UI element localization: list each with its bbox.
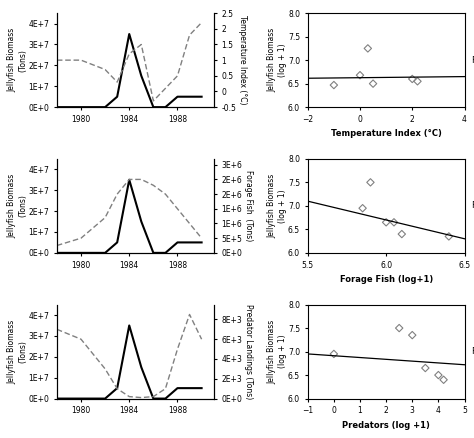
X-axis label: Temperature Index (°C): Temperature Index (°C) — [331, 129, 442, 138]
Point — [383, 219, 390, 226]
X-axis label: Predators (log +1): Predators (log +1) — [342, 421, 430, 430]
Y-axis label: Forage Fish  (Tons): Forage Fish (Tons) — [244, 170, 253, 241]
Point — [356, 72, 364, 79]
Y-axis label: Jellyfish Biomass
(Tons): Jellyfish Biomass (Tons) — [8, 28, 27, 92]
Text: R² = 0.0118: R² = 0.0118 — [473, 347, 474, 356]
Point — [367, 179, 374, 186]
Point — [414, 78, 421, 85]
Point — [369, 80, 377, 87]
Text: R² = 0.0028: R² = 0.0028 — [473, 56, 474, 65]
Point — [409, 75, 416, 82]
X-axis label: Forage Fish (log+1): Forage Fish (log+1) — [339, 275, 433, 284]
Text: R² = 0.181: R² = 0.181 — [473, 201, 474, 210]
Point — [398, 230, 406, 237]
Point — [395, 325, 403, 332]
Point — [330, 350, 337, 357]
Y-axis label: Jellyfish Biomass
(log + 1): Jellyfish Biomass (log + 1) — [267, 319, 287, 384]
Y-axis label: Jellyfish Biomass
(log + 1): Jellyfish Biomass (log + 1) — [267, 28, 287, 92]
Point — [445, 233, 453, 240]
Point — [409, 332, 416, 339]
Point — [435, 371, 442, 378]
Point — [390, 219, 398, 226]
Y-axis label: Jellyfish Biomass
(log + 1): Jellyfish Biomass (log + 1) — [267, 174, 287, 238]
Y-axis label: Jellyfish Biomass
(Tons): Jellyfish Biomass (Tons) — [8, 319, 27, 384]
Point — [421, 364, 429, 371]
Point — [330, 81, 337, 88]
Point — [359, 205, 366, 212]
Y-axis label: Temperature Index (°C): Temperature Index (°C) — [237, 15, 246, 105]
Y-axis label: Predator Landings (Tons): Predator Landings (Tons) — [244, 304, 253, 399]
Point — [440, 376, 447, 383]
Point — [364, 45, 372, 52]
Y-axis label: Jellyfish Biomass
(Tons): Jellyfish Biomass (Tons) — [8, 174, 27, 238]
